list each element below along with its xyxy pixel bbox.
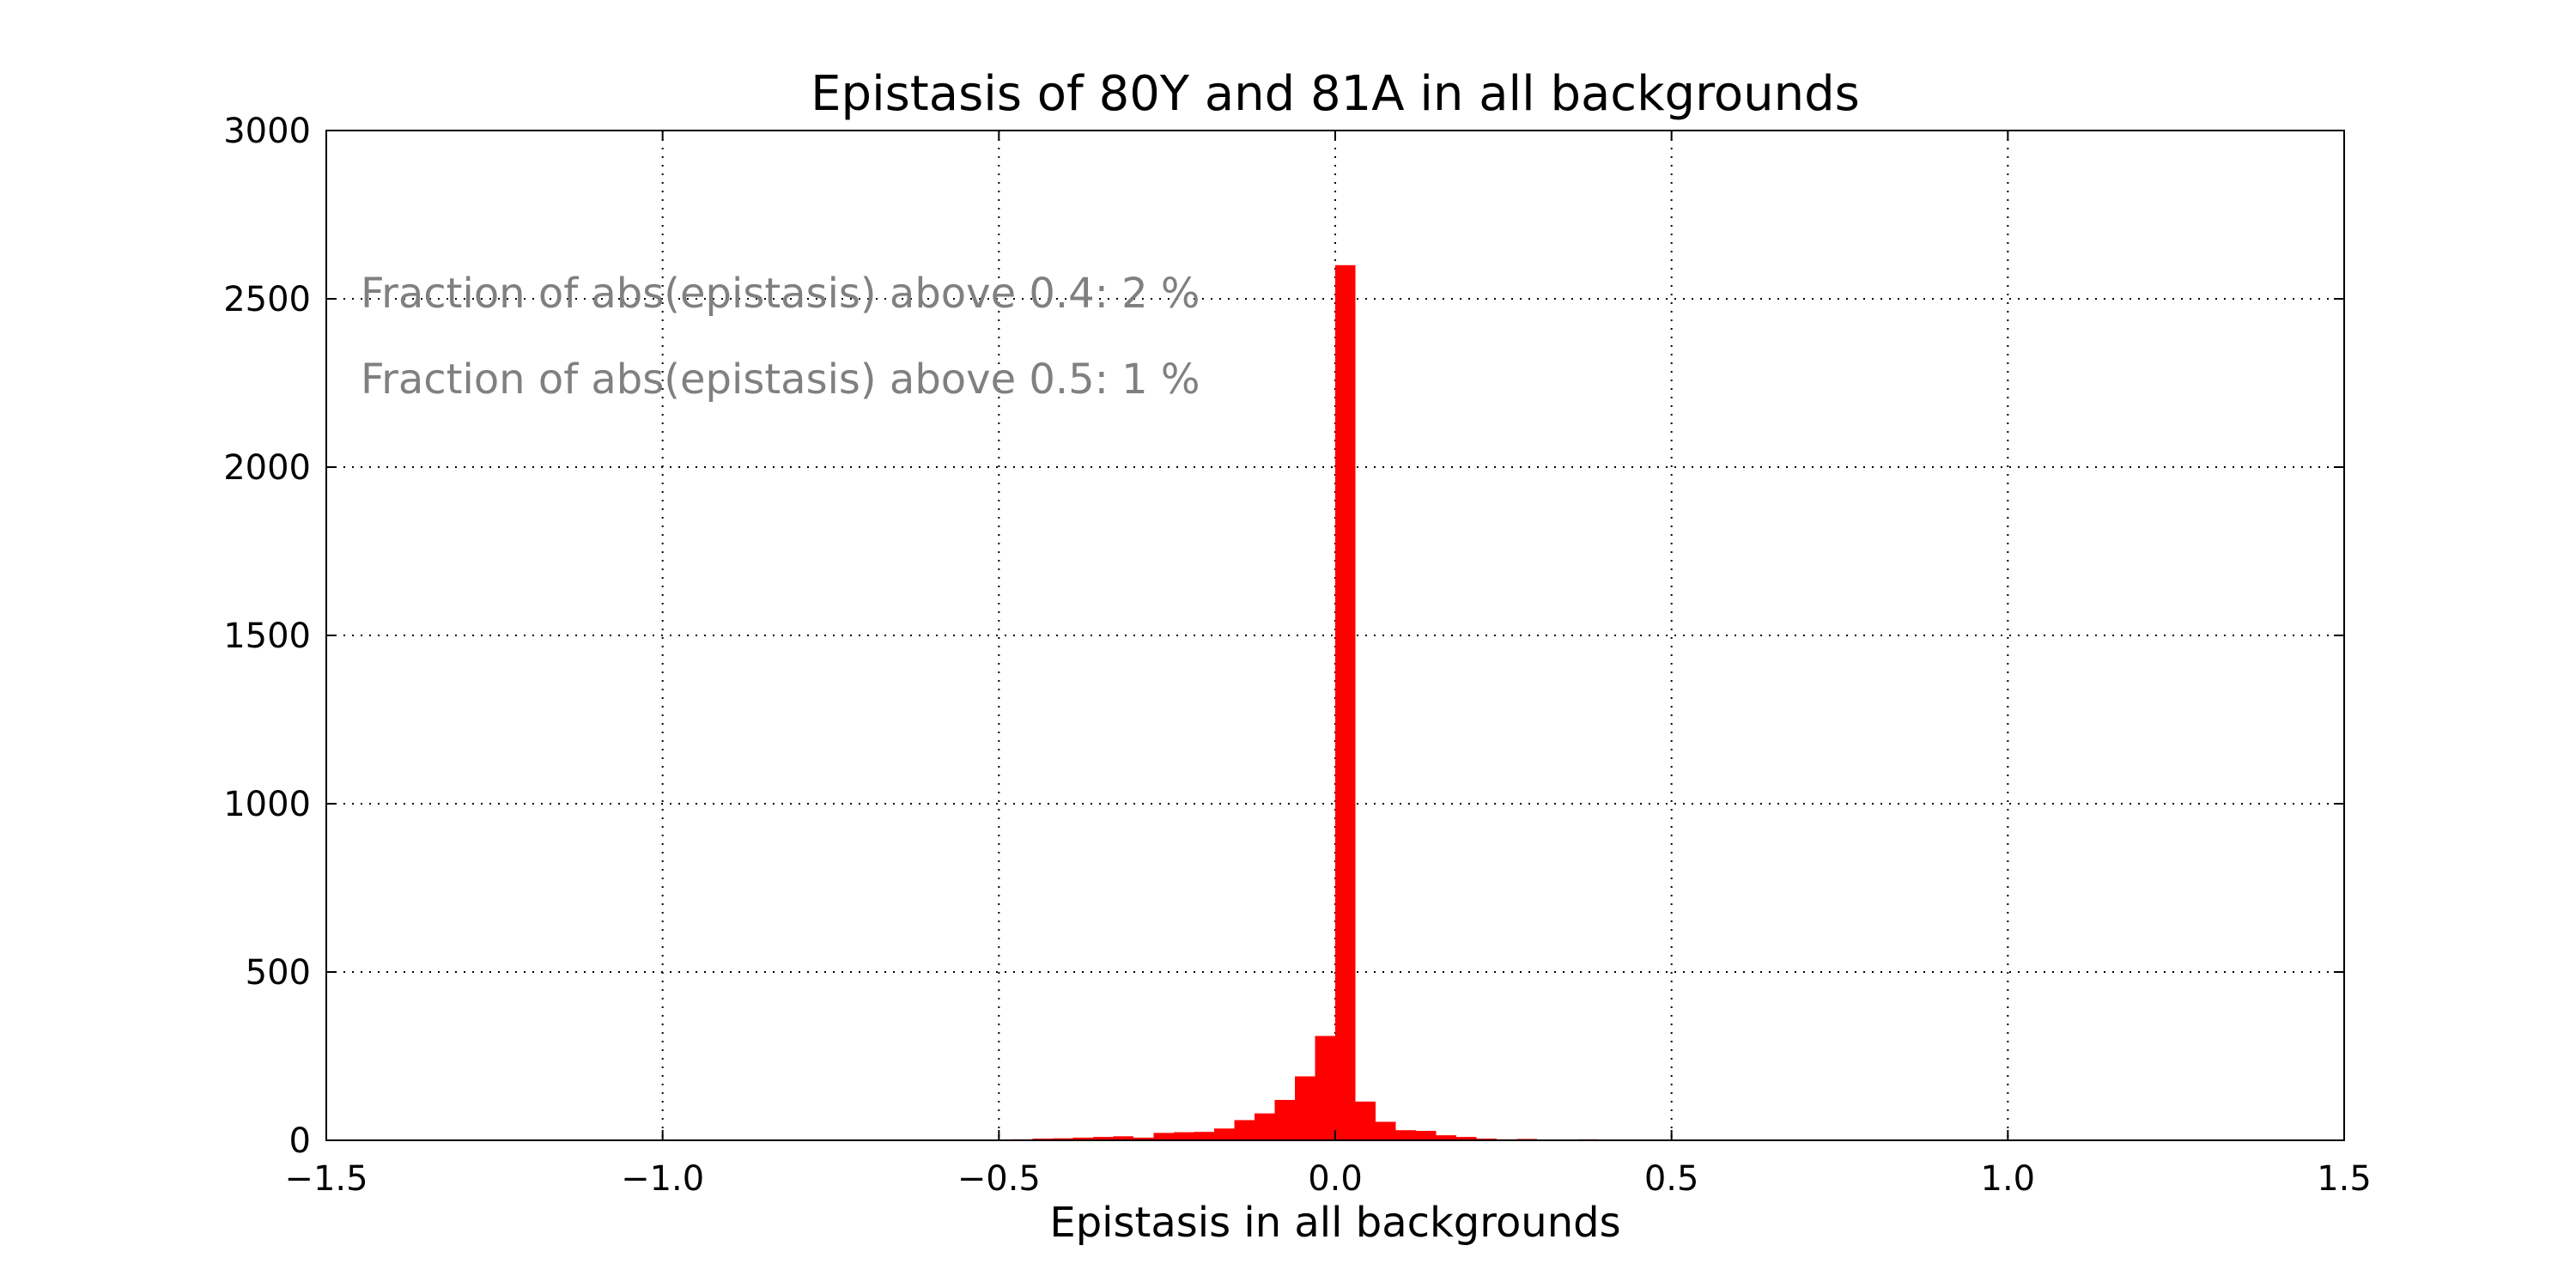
histogram-bar [1376, 1121, 1396, 1140]
y-tick-label: 0 [289, 1121, 311, 1161]
histogram-bar [1274, 1099, 1295, 1140]
x-tick-label: 1.0 [1981, 1159, 2036, 1199]
y-tick-label: 1500 [223, 617, 311, 656]
y-tick-label: 2500 [223, 280, 311, 319]
histogram-bar [1153, 1133, 1174, 1140]
histogram-bar [1255, 1113, 1275, 1140]
annotation-fraction-above-0-4: Fraction of abs(epistasis) above 0.4: 2 … [361, 270, 1200, 318]
y-tick-label: 3000 [223, 112, 311, 151]
annotation-fraction-above-0-5: Fraction of abs(epistasis) above 0.5: 1 … [361, 355, 1200, 404]
x-tick-label: −0.5 [957, 1159, 1041, 1199]
histogram-bar [1214, 1128, 1235, 1140]
histogram-bar [1072, 1137, 1093, 1140]
histogram-bar [1133, 1137, 1154, 1140]
histogram-bar [1416, 1131, 1437, 1140]
histogram-bars [972, 264, 1598, 1140]
x-tick-label: −1.0 [621, 1159, 704, 1199]
histogram-bar [1315, 1036, 1335, 1140]
axis-ticks: −1.5 −1.0 −0.5 0.0 0.5 1.0 1.5 0 500 1000 1500 2000… [223, 112, 2372, 1199]
x-tick-label: 0.0 [1308, 1159, 1363, 1199]
histogram-bar [1436, 1135, 1456, 1140]
histogram-bar [1355, 1101, 1376, 1140]
histogram-bar [1194, 1132, 1214, 1140]
histogram-bar [1395, 1130, 1416, 1140]
histogram-bar [1335, 264, 1356, 1140]
histogram-bar [1093, 1137, 1114, 1140]
y-tick-label: 500 [246, 953, 311, 993]
histogram-bar [1053, 1138, 1073, 1140]
y-tick-label: 2000 [223, 448, 311, 488]
x-tick-label: −1.5 [284, 1159, 368, 1199]
histogram-bar [1113, 1136, 1133, 1140]
chart-title: Epistasis of 80Y and 81A in all backgrou… [811, 66, 1860, 122]
x-tick-label: 1.5 [2317, 1159, 2372, 1199]
y-tick-label: 1000 [223, 785, 311, 824]
histogram-bar [1295, 1076, 1315, 1140]
x-tick-label: 0.5 [1644, 1159, 1699, 1199]
histogram-bar [1174, 1132, 1194, 1140]
histogram-bar [1234, 1120, 1255, 1140]
histogram-bar [1456, 1137, 1477, 1140]
x-axis-label: Epistasis in all backgrounds [1049, 1199, 1620, 1247]
